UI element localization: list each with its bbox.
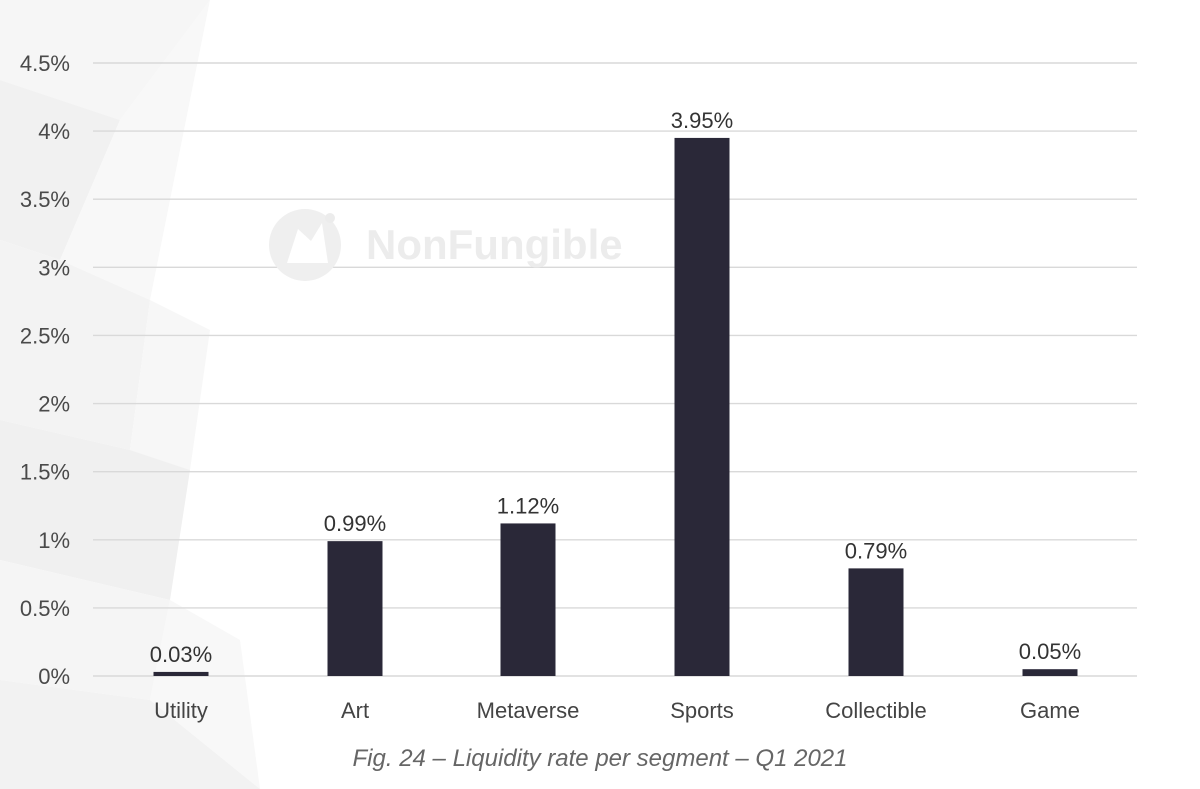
y-tick-label: 0.5% bbox=[20, 596, 70, 621]
y-tick-label: 0% bbox=[38, 664, 70, 689]
nonfungible-logo-icon bbox=[269, 209, 341, 281]
data-label-collectible: 0.79% bbox=[845, 538, 907, 563]
y-tick-label: 2.5% bbox=[20, 323, 70, 348]
bar-art bbox=[327, 541, 383, 676]
bar-sports bbox=[674, 137, 730, 676]
bar-collectible bbox=[848, 568, 904, 676]
y-tick-label: 1% bbox=[38, 528, 70, 553]
watermark-text: NonFungible bbox=[366, 221, 623, 268]
data-label-art: 0.99% bbox=[324, 511, 386, 536]
bar-utility bbox=[153, 671, 209, 676]
category-label-game: Game bbox=[1020, 698, 1080, 723]
category-label-utility: Utility bbox=[154, 698, 208, 723]
bar-metaverse bbox=[500, 523, 556, 676]
data-label-game: 0.05% bbox=[1019, 639, 1081, 664]
y-tick-label: 2% bbox=[38, 392, 70, 417]
y-tick-label: 4% bbox=[38, 119, 70, 144]
y-tick-label: 3% bbox=[38, 255, 70, 280]
figure-caption: Fig. 24 – Liquidity rate per segment – Q… bbox=[352, 745, 848, 772]
category-label-art: Art bbox=[341, 698, 369, 723]
x-axis-category-labels: Utility Art Metaverse Sports Collectible Game bbox=[154, 698, 1080, 723]
data-label-metaverse: 1.12% bbox=[497, 493, 559, 518]
y-tick-label: 3.5% bbox=[20, 187, 70, 212]
y-axis-tick-labels: 0% 0.5% 1% 1.5% 2% 2.5% 3% 3.5% 4% 4.5% bbox=[20, 51, 70, 689]
category-label-collectible: Collectible bbox=[825, 698, 927, 723]
data-labels: 0.03% 0.99% 1.12% 3.95% 0.79% 0.05% bbox=[150, 108, 1081, 667]
watermark: NonFungible bbox=[269, 209, 623, 281]
data-label-sports: 3.95% bbox=[671, 108, 733, 133]
y-tick-label: 4.5% bbox=[20, 51, 70, 76]
category-label-metaverse: Metaverse bbox=[477, 698, 580, 723]
category-label-sports: Sports bbox=[670, 698, 734, 723]
y-tick-label: 1.5% bbox=[20, 460, 70, 485]
bar-game bbox=[1022, 669, 1078, 676]
bars bbox=[153, 137, 1078, 676]
data-label-utility: 0.03% bbox=[150, 642, 212, 667]
gridlines bbox=[93, 62, 1137, 677]
